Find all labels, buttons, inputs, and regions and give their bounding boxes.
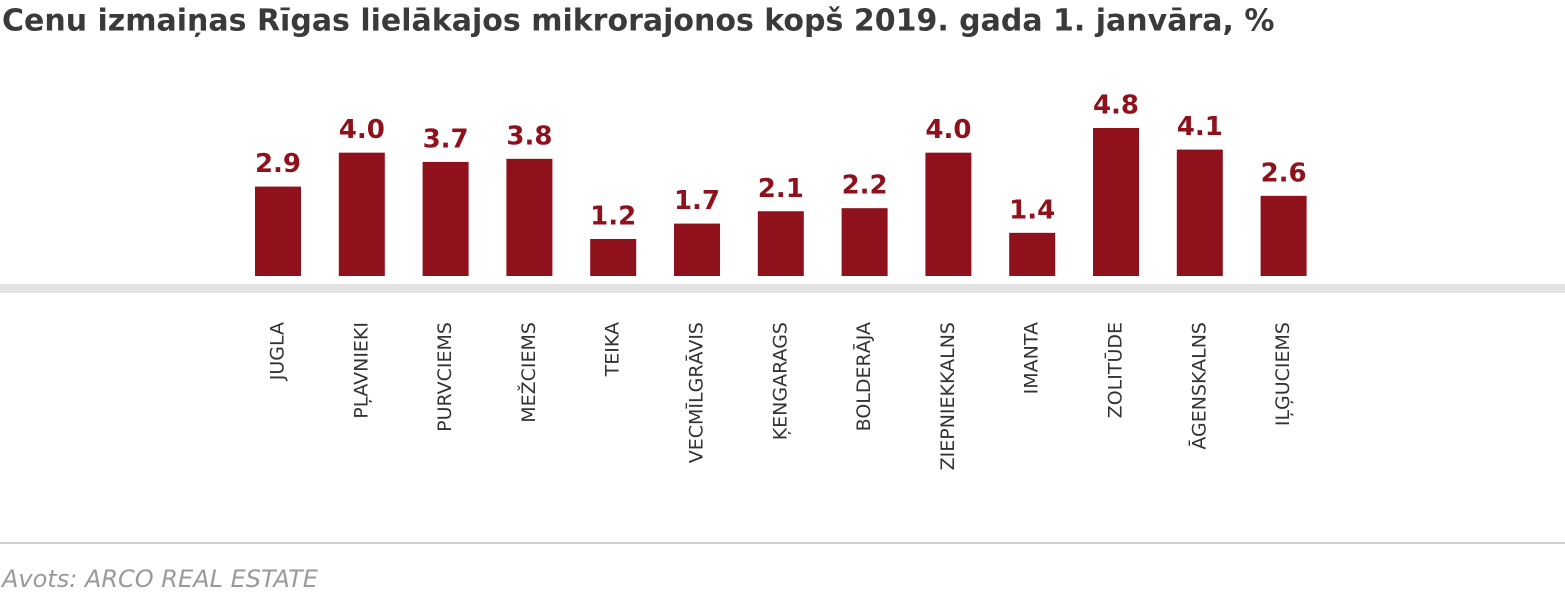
value-label: 3.8 bbox=[506, 121, 552, 151]
value-label: 4.0 bbox=[339, 115, 385, 145]
bar bbox=[422, 161, 469, 276]
x-tick-label: VECMĪLGRĀVIS bbox=[684, 322, 708, 463]
value-label: 1.2 bbox=[590, 202, 636, 232]
source-note: Avots: ARCO REAL ESTATE bbox=[0, 565, 319, 593]
value-label: 2.9 bbox=[255, 149, 301, 179]
value-label: 4.1 bbox=[1177, 112, 1223, 142]
value-label: 2.2 bbox=[842, 171, 888, 201]
bar bbox=[925, 152, 972, 276]
baseline-band bbox=[0, 284, 1565, 293]
bar bbox=[255, 186, 301, 276]
x-tick-label: ZOLITŪDE bbox=[1103, 322, 1127, 418]
bar bbox=[338, 152, 385, 276]
x-tick-label: IMANTA bbox=[1021, 322, 1043, 394]
chart-title: Cenu izmaiņas Rīgas lielākajos mikrorajo… bbox=[2, 4, 1274, 39]
x-tick-label: TEIKA bbox=[602, 322, 624, 377]
bar bbox=[1176, 149, 1223, 276]
x-tick-label: JUGLA bbox=[267, 322, 289, 381]
bar bbox=[1093, 128, 1139, 276]
value-label: 1.7 bbox=[674, 186, 720, 216]
bar bbox=[506, 158, 553, 276]
x-tick-label: ĀGENSKALNS bbox=[1186, 322, 1210, 450]
x-tick-label: ZIEPNIEKKALNS bbox=[937, 322, 959, 470]
bar bbox=[1260, 195, 1307, 276]
x-tick-label: ĶENGARAGS bbox=[769, 322, 791, 440]
value-label: 4.0 bbox=[925, 115, 971, 145]
x-tick-label: PĻAVNIEKI bbox=[350, 322, 372, 419]
bar bbox=[674, 223, 720, 276]
bar bbox=[590, 239, 637, 276]
value-label: 4.8 bbox=[1093, 91, 1139, 121]
x-tick-label: MEŽCIEMS bbox=[517, 322, 540, 423]
x-tick-label: BOLDERĀJA bbox=[851, 322, 875, 431]
x-tick-label: PURVCIEMS bbox=[434, 322, 456, 432]
value-label: 2.1 bbox=[758, 174, 804, 204]
value-label: 3.7 bbox=[423, 124, 469, 154]
bar bbox=[841, 208, 888, 276]
value-label: 2.6 bbox=[1261, 158, 1307, 188]
value-label: 1.4 bbox=[1009, 195, 1055, 225]
bar bbox=[1009, 232, 1056, 276]
bar bbox=[757, 211, 804, 276]
x-tick-label: IĻĢUCIEMS bbox=[1272, 322, 1294, 426]
